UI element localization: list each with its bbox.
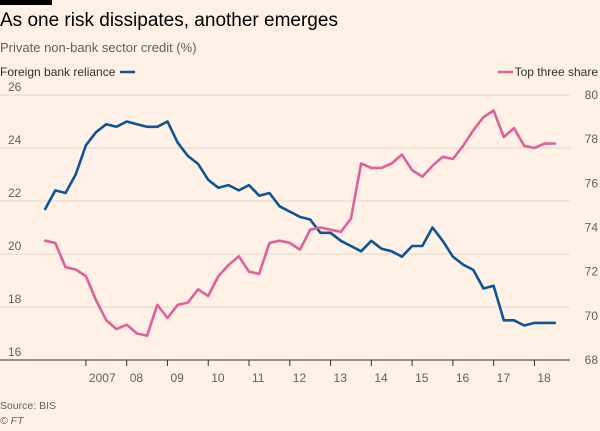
x-tick-label: 14 — [374, 371, 388, 385]
y-left-axis: 16 18 20 22 24 26 — [8, 80, 22, 359]
source-note: Source: BIS — [0, 400, 57, 412]
series-lines — [43, 109, 557, 338]
brand-bar — [0, 0, 52, 5]
legend-label-foreign: Foreign bank reliance — [0, 65, 116, 79]
ft-credit: © FT — [0, 415, 24, 427]
x-tick-label: 11 — [252, 371, 265, 385]
y-left-tick-label: 16 — [8, 345, 22, 359]
legend-label-top3: Top three share — [515, 65, 599, 79]
x-tick-label: 12 — [293, 371, 307, 385]
x-tick-label: 10 — [211, 371, 225, 385]
x-axis: 2007 08 09 10 11 12 13 14 15 16 17 18 — [85, 360, 551, 385]
y-right-tick-label: 70 — [585, 309, 599, 323]
legend: Foreign bank reliance Top three share — [0, 65, 598, 79]
y-right-tick-label: 72 — [585, 265, 599, 279]
x-tick-label: 18 — [537, 371, 551, 385]
chart-title: As one risk dissipates, another emerges — [0, 10, 338, 31]
y-left-tick-label: 20 — [8, 239, 22, 253]
x-tick-label: 15 — [415, 371, 429, 385]
y-left-tick-label: 24 — [8, 133, 22, 147]
y-right-tick-label: 74 — [585, 221, 599, 235]
y-right-tick-label: 78 — [585, 132, 599, 146]
x-tick-label: 09 — [170, 371, 184, 385]
x-tick-label: 17 — [497, 371, 511, 385]
x-tick-label: 2007 — [89, 371, 116, 385]
series-line-foreign — [43, 120, 557, 327]
y-right-tick-label: 68 — [585, 353, 599, 367]
y-right-axis: 68 70 72 74 76 78 80 — [585, 88, 599, 367]
gridlines — [0, 94, 570, 361]
y-right-tick-label: 76 — [585, 176, 599, 190]
y-left-tick-label: 22 — [8, 186, 22, 200]
x-tick-label: 08 — [130, 371, 144, 385]
series-line-top3 — [43, 109, 557, 338]
y-left-tick-label: 18 — [8, 292, 22, 306]
y-left-tick-label: 26 — [8, 80, 22, 94]
x-tick-label: 16 — [456, 371, 470, 385]
chart-subtitle: Private non-bank sector credit (%) — [0, 40, 197, 55]
x-tick-label: 13 — [334, 371, 348, 385]
y-right-tick-label: 80 — [585, 88, 599, 102]
